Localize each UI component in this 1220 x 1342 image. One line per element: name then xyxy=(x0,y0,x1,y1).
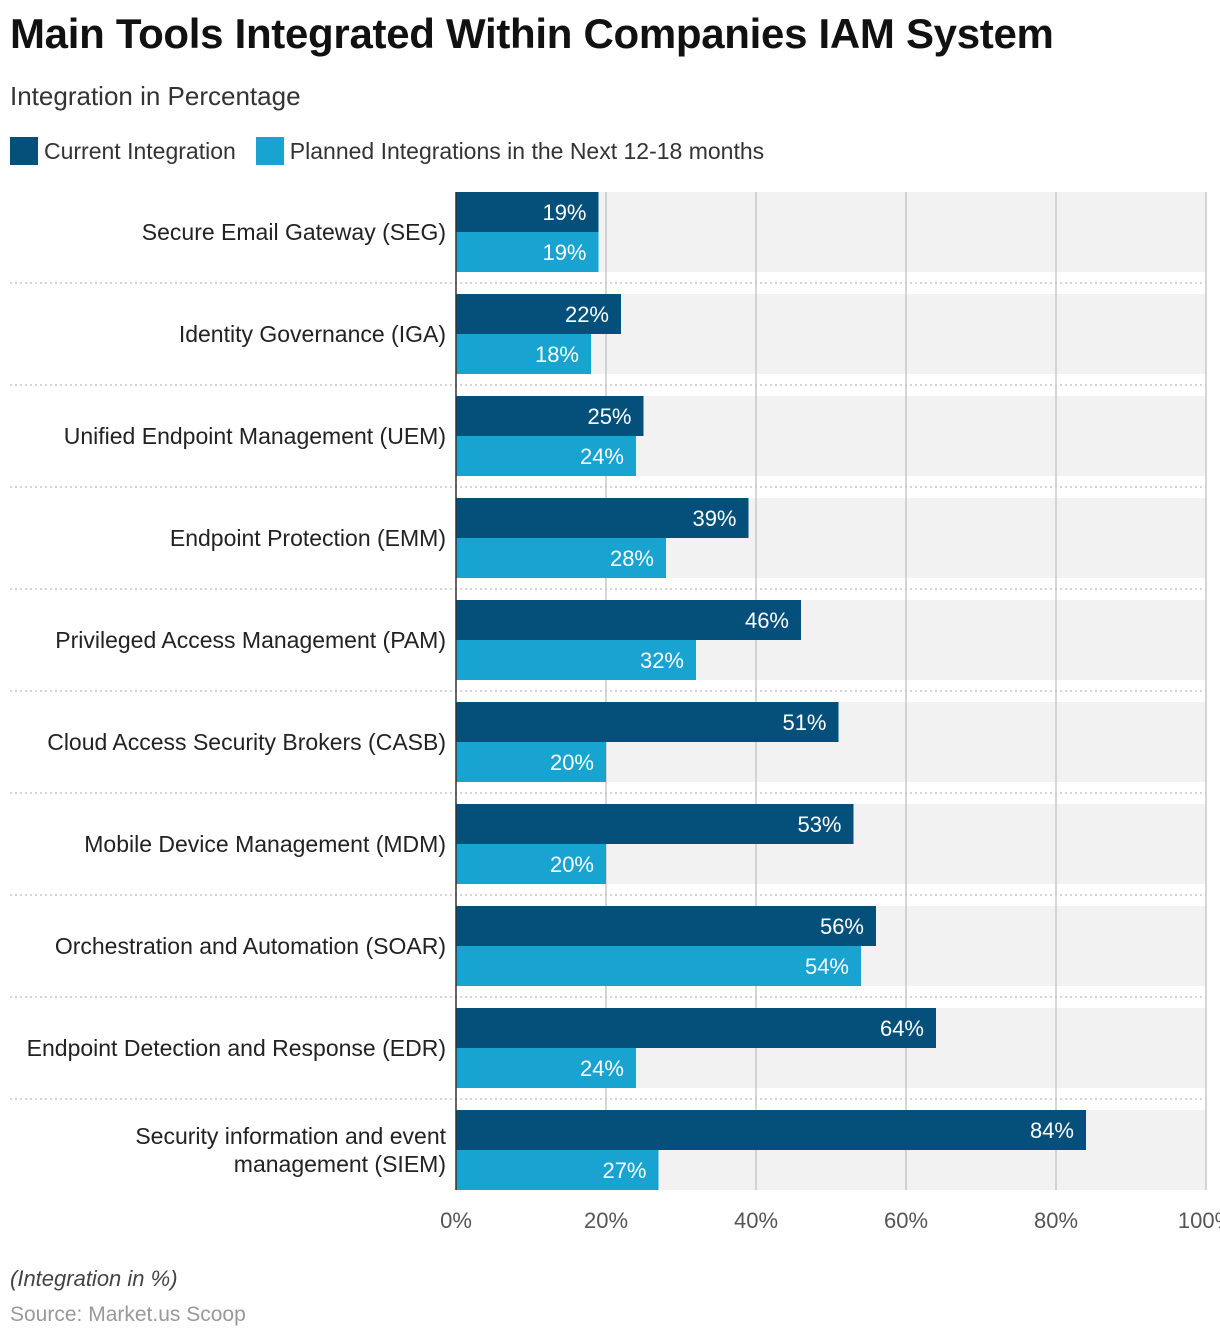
bar-current xyxy=(456,1008,936,1048)
category-label: Endpoint Protection (EMM) xyxy=(170,525,446,551)
category-label: Cloud Access Security Brokers (CASB) xyxy=(47,729,446,755)
x-tick-label: 20% xyxy=(584,1208,628,1233)
data-label: 64% xyxy=(880,1016,924,1041)
category-label: Identity Governance (IGA) xyxy=(179,321,446,347)
category-label-line: Secure Email Gateway (SEG) xyxy=(142,219,446,245)
data-label: 28% xyxy=(610,546,654,571)
bar-current xyxy=(456,906,876,946)
category-label-line: Security information and event xyxy=(135,1123,446,1149)
data-label: 20% xyxy=(550,852,594,877)
legend-item-current: Current Integration xyxy=(10,137,236,165)
bar-planned xyxy=(456,1048,636,1088)
category-label-line: Identity Governance (IGA) xyxy=(179,321,446,347)
bar-planned xyxy=(456,742,606,782)
x-tick-label: 100% xyxy=(1178,1208,1220,1233)
legend-swatch-current xyxy=(10,137,38,165)
chart-subtitle: Integration in Percentage xyxy=(10,81,301,111)
source-note: Source: Market.us Scoop xyxy=(10,1303,246,1326)
bar-planned xyxy=(456,232,599,272)
data-label: 19% xyxy=(542,200,586,225)
bar-current xyxy=(456,294,621,334)
category-label: Privileged Access Management (PAM) xyxy=(55,627,446,653)
category-label-line: management (SIEM) xyxy=(234,1151,446,1177)
legend-label-current: Current Integration xyxy=(44,137,236,164)
category-label-line: Orchestration and Automation (SOAR) xyxy=(55,933,446,959)
data-label: 53% xyxy=(797,812,841,837)
bar-planned xyxy=(456,844,606,884)
legend-label-planned: Planned Integrations in the Next 12-18 m… xyxy=(289,137,765,164)
data-label: 27% xyxy=(602,1158,646,1183)
footnote: (Integration in %) xyxy=(10,1266,178,1291)
data-label: 46% xyxy=(745,608,789,633)
bar-planned xyxy=(456,334,591,374)
bar-planned xyxy=(456,538,666,578)
category-label: Mobile Device Management (MDM) xyxy=(84,831,446,857)
data-label: 84% xyxy=(1030,1118,1074,1143)
bar-planned xyxy=(456,946,861,986)
data-label: 24% xyxy=(580,1056,624,1081)
x-tick-label: 80% xyxy=(1034,1208,1078,1233)
bar-current xyxy=(456,192,599,232)
bar-current xyxy=(456,1110,1086,1150)
legend-swatch-planned xyxy=(255,137,284,165)
category-label-line: Endpoint Protection (EMM) xyxy=(170,525,446,551)
bar-current xyxy=(456,600,801,640)
data-label: 32% xyxy=(640,648,684,673)
category-label-line: Privileged Access Management (PAM) xyxy=(55,627,446,653)
chart-title: Main Tools Integrated Within Companies I… xyxy=(10,10,1054,57)
legend: Current Integration Planned Integrations… xyxy=(10,135,784,167)
data-label: 39% xyxy=(692,506,736,531)
category-label-line: Mobile Device Management (MDM) xyxy=(84,831,446,857)
data-label: 20% xyxy=(550,750,594,775)
category-label-line: Cloud Access Security Brokers (CASB) xyxy=(47,729,446,755)
category-label-line: Unified Endpoint Management (UEM) xyxy=(64,423,446,449)
data-label: 56% xyxy=(820,914,864,939)
data-label: 54% xyxy=(805,954,849,979)
bar-planned xyxy=(456,436,636,476)
category-label: Endpoint Detection and Response (EDR) xyxy=(27,1035,446,1061)
data-label: 22% xyxy=(565,302,609,327)
bar-current xyxy=(456,498,749,538)
data-label: 24% xyxy=(580,444,624,469)
bar-current xyxy=(456,702,839,742)
bar-current xyxy=(456,804,854,844)
bar-planned xyxy=(456,640,696,680)
bar-chart: 19% 19% Secure Email Gateway (SEG) 22% 18% Id… xyxy=(10,192,1220,1233)
data-label: 18% xyxy=(535,342,579,367)
category-label: Orchestration and Automation (SOAR) xyxy=(55,933,446,959)
data-label: 51% xyxy=(782,710,826,735)
bar-planned xyxy=(456,1150,659,1190)
x-tick-label: 0% xyxy=(440,1208,472,1233)
x-tick-label: 60% xyxy=(884,1208,928,1233)
category-label: Unified Endpoint Management (UEM) xyxy=(64,423,446,449)
legend-item-planned: Planned Integrations in the Next 12-18 m… xyxy=(255,137,765,165)
data-label: 19% xyxy=(542,240,586,265)
category-label: Security information and event management… xyxy=(135,1123,446,1177)
data-label: 25% xyxy=(587,404,631,429)
category-label: Secure Email Gateway (SEG) xyxy=(142,219,446,245)
bar-current xyxy=(456,396,644,436)
category-label-line: Endpoint Detection and Response (EDR) xyxy=(27,1035,446,1061)
x-tick-label: 40% xyxy=(734,1208,778,1233)
